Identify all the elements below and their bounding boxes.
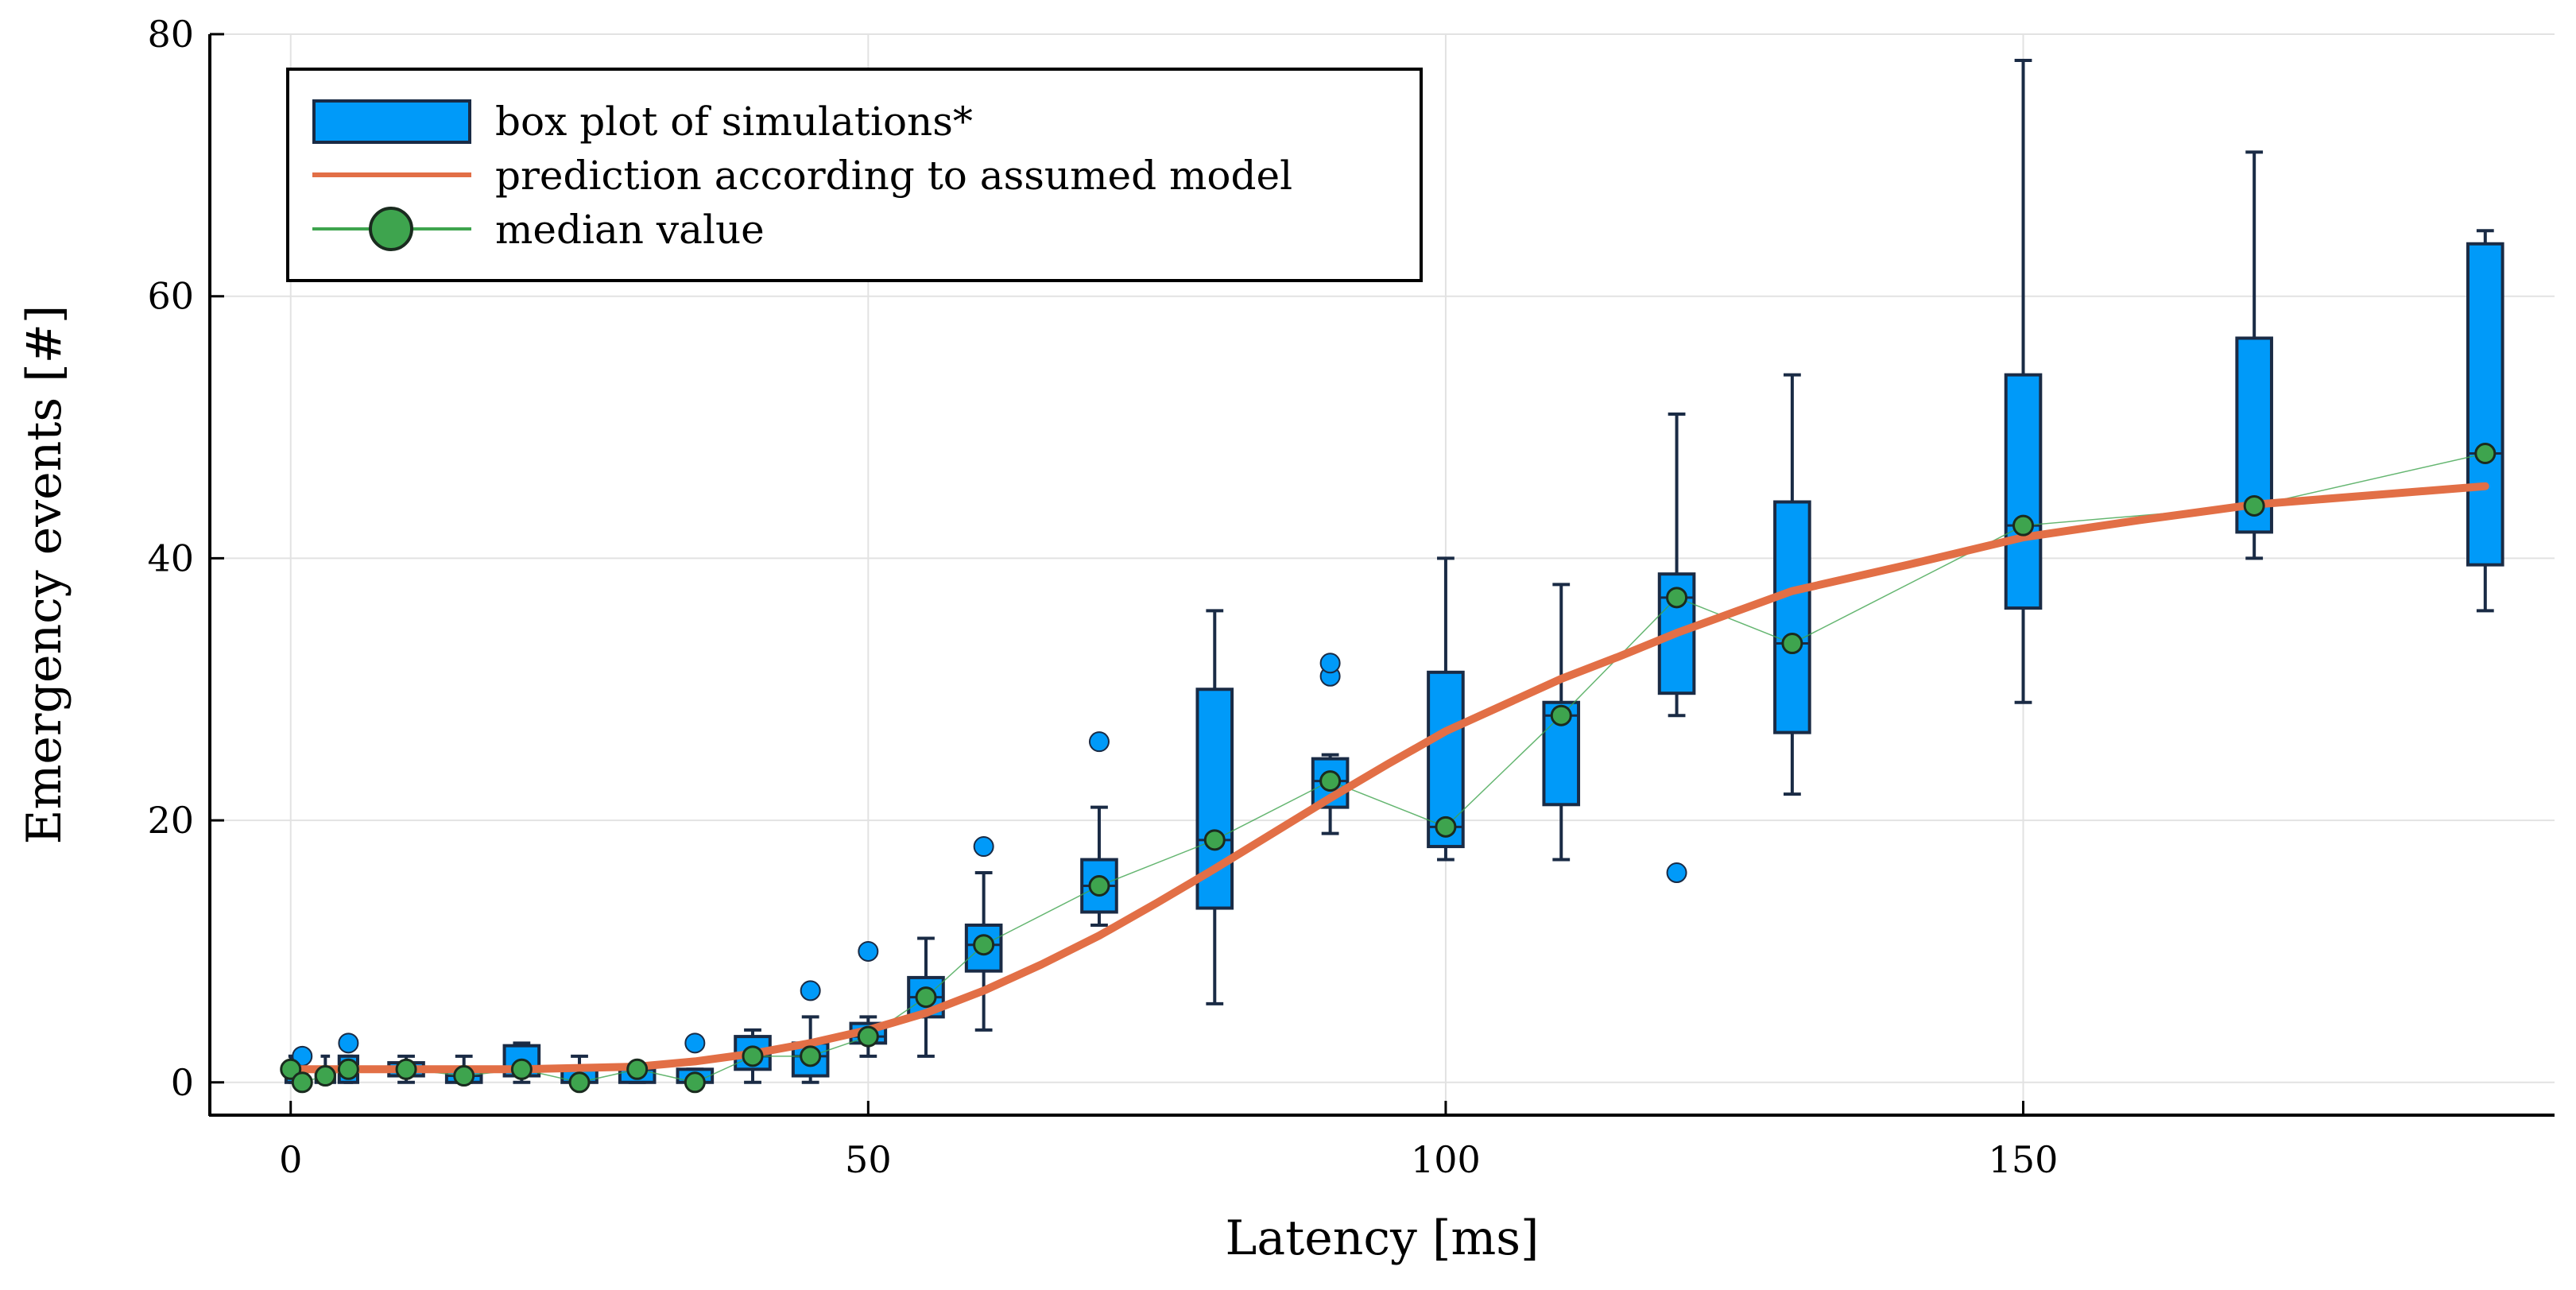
box (1773, 500, 1811, 734)
x-tick-label: 150 (1989, 1138, 2059, 1181)
box (964, 923, 1003, 973)
median-markers (280, 443, 2497, 1094)
median-marker (1781, 633, 1803, 655)
median-marker (742, 1045, 764, 1067)
y-tick-label: 20 (147, 799, 194, 842)
legend-label-prediction: prediction according to assumed model (495, 153, 1292, 199)
prediction-curve (286, 482, 2489, 1074)
median-marker (568, 1071, 591, 1094)
median-marker (395, 1058, 417, 1080)
legend: box plot of simulations* prediction acco… (286, 68, 1423, 282)
box-outlier (800, 980, 821, 1001)
median-marker (857, 1025, 879, 1048)
median-marker (1088, 875, 1110, 897)
box-series (284, 58, 2504, 1084)
x-axis-title: Latency [ms] (1226, 1211, 1540, 1266)
box-outlier (1319, 653, 1341, 674)
grid (210, 33, 2555, 1115)
median-marker (510, 1058, 533, 1080)
x-tick-label: 0 (279, 1138, 302, 1181)
median-marker (2012, 514, 2035, 537)
median-marker (1203, 829, 1226, 851)
box-outlier (1666, 862, 1687, 884)
median-marker (1319, 770, 1342, 792)
legend-median-marker-swatch (369, 207, 413, 251)
median-marker (800, 1045, 822, 1067)
legend-frame (286, 68, 1423, 282)
y-tick-label: 40 (147, 537, 194, 579)
y-tick-label: 60 (147, 275, 194, 318)
y-axis-title: Emergency events [#] (17, 305, 72, 845)
box-outlier (684, 1032, 706, 1054)
box-outlier (858, 940, 879, 962)
box (1427, 670, 1465, 849)
median-marker (2243, 494, 2265, 517)
box-outlier (1088, 731, 1110, 753)
median-marker (1435, 815, 1457, 838)
box (2466, 242, 2504, 567)
legend-label-box: box plot of simulations* (495, 99, 973, 145)
legend-label-median: median value (495, 207, 765, 253)
box-outlier (973, 836, 994, 858)
x-tick-label: 50 (845, 1138, 892, 1181)
median-marker (915, 986, 937, 1009)
legend-box-swatch (312, 99, 471, 144)
prediction-line (286, 482, 2489, 1074)
median-marker (314, 1065, 336, 1087)
box-outlier (338, 1032, 359, 1054)
median-marker (291, 1071, 313, 1094)
box (2004, 373, 2043, 610)
median-marker (2474, 443, 2497, 465)
axes: 0 50 100 150 0 20 40 60 80 (147, 13, 2555, 1181)
median-marker (684, 1071, 706, 1094)
median-marker (453, 1065, 475, 1087)
median-marker (626, 1058, 649, 1080)
median-marker (973, 934, 995, 956)
median-marker (1666, 587, 1688, 609)
median-marker (1550, 704, 1572, 726)
y-tick-label: 0 (171, 1061, 194, 1104)
x-tick-label: 100 (1411, 1138, 1481, 1181)
median-marker (280, 1058, 302, 1080)
median-marker (337, 1058, 359, 1080)
y-tick-label: 80 (147, 13, 194, 56)
